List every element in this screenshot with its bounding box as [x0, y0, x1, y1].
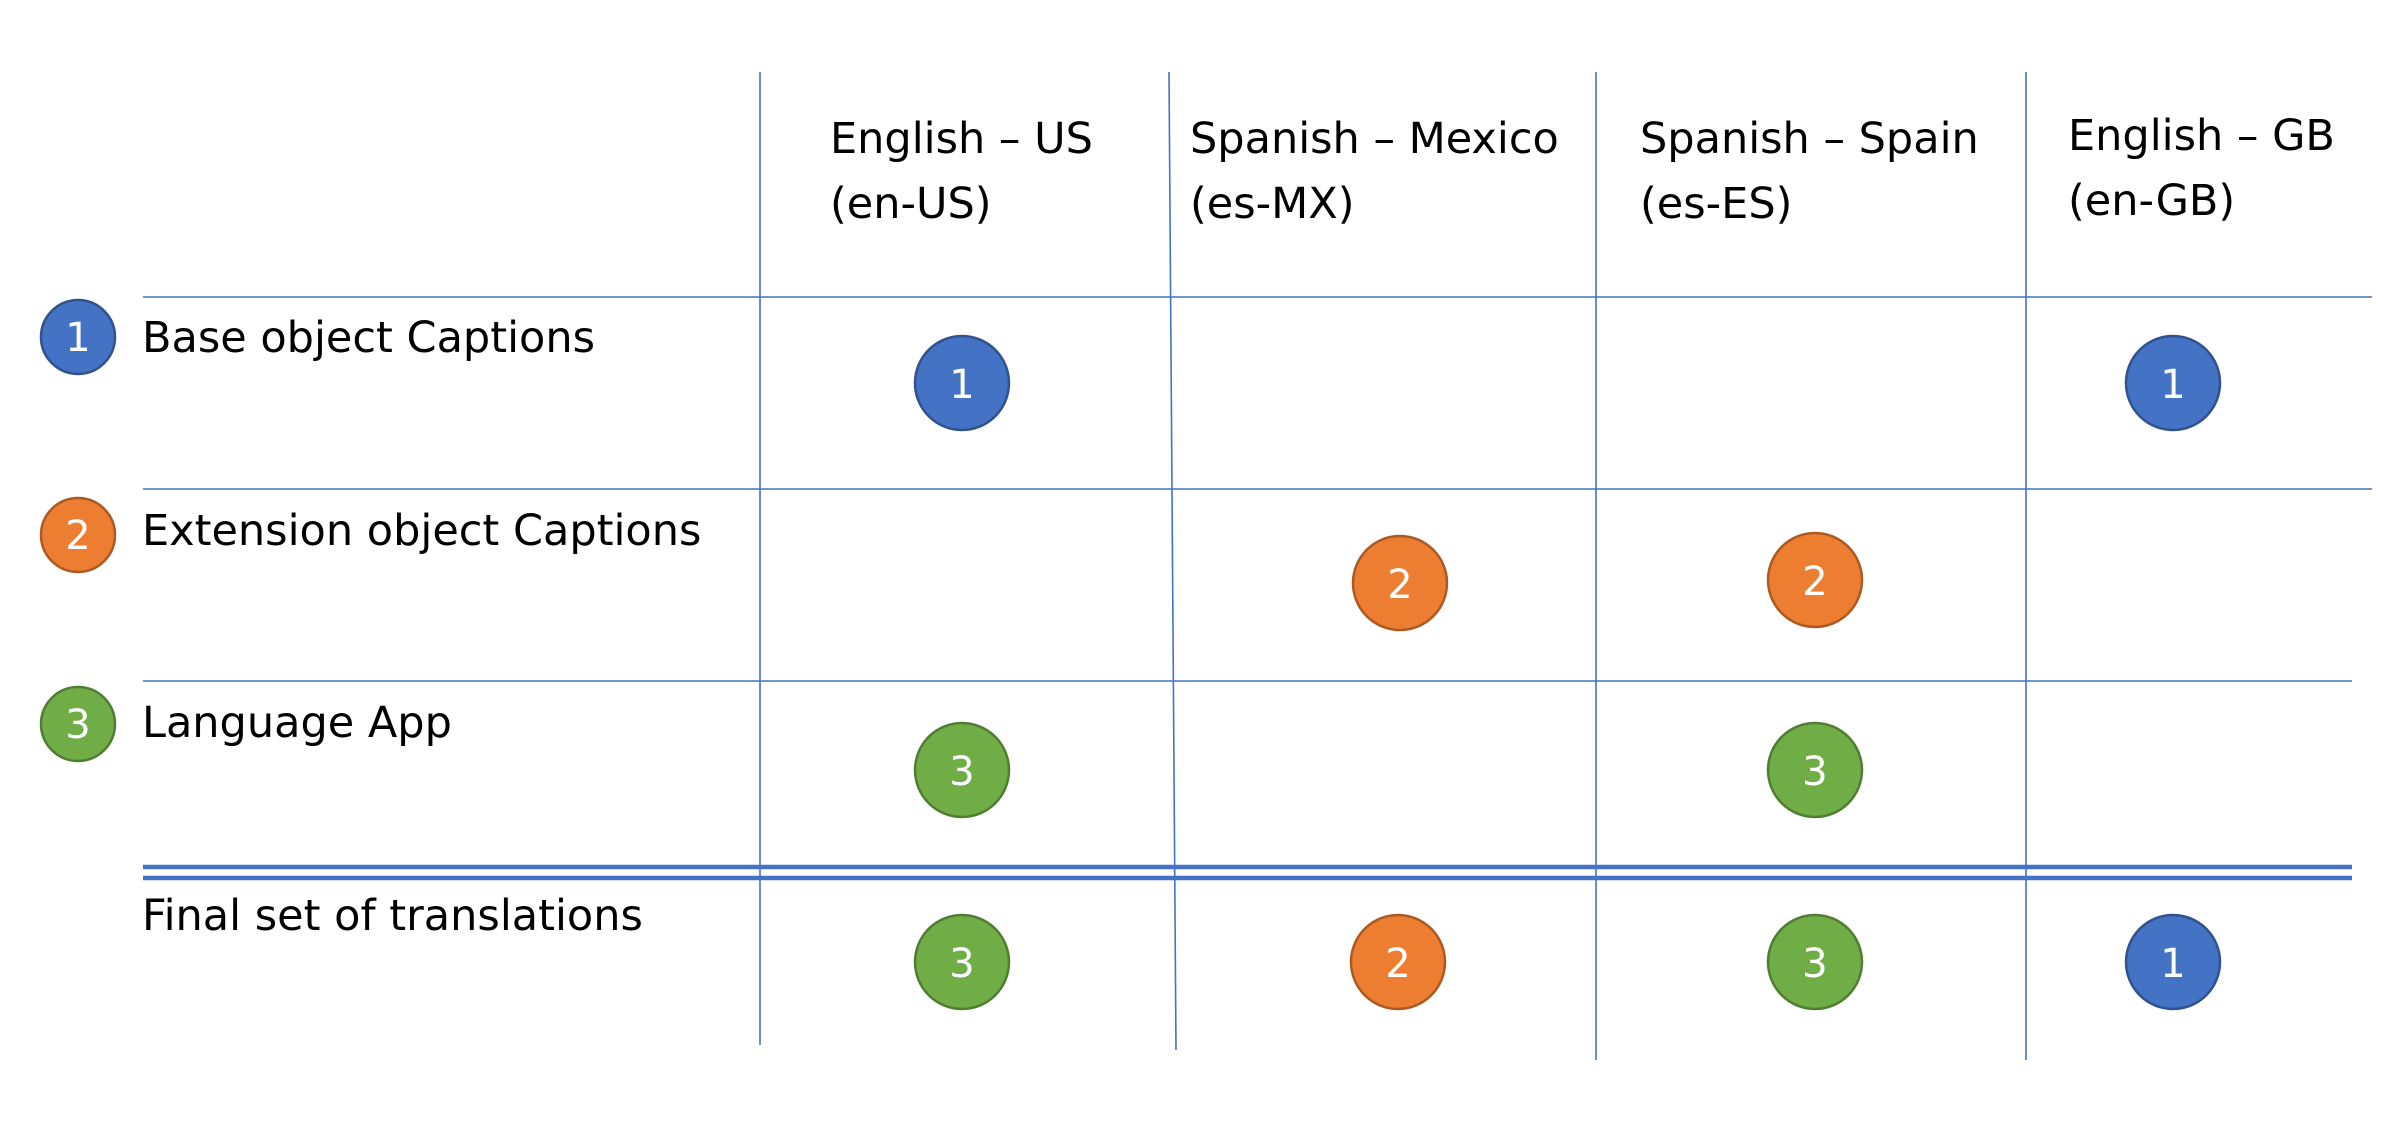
cell-badge-extension-es-es: 2	[1766, 531, 1864, 629]
column-headers: English – US (en-US) Spanish – Mexico (es-M…	[830, 111, 2335, 229]
column-header-en-gb: English – GB (en-GB)	[2068, 111, 2335, 226]
legend-badge: 3	[39, 685, 117, 763]
column-header-en-us: English – US (en-US)	[830, 114, 1093, 229]
cell-badge-base-en-gb: 1	[2124, 334, 2222, 432]
row-labels: 1 Base object Captions 2 Extension object C…	[39, 298, 701, 941]
col-separator	[1168, 71, 1177, 1051]
final-row-label: Final set of translations	[142, 891, 643, 941]
legend-badge-number: 3	[65, 702, 90, 748]
cell-badge-language-app-en-us: 3	[913, 721, 1011, 819]
legend-badge-number: 2	[65, 513, 90, 559]
column-header-name: English – US	[830, 114, 1093, 164]
cell-badge-number: 3	[949, 749, 974, 795]
cell-badge-number: 3	[1802, 749, 1827, 795]
column-header-name: English – GB	[2068, 111, 2335, 161]
column-header-name: Spanish – Spain	[1640, 114, 1979, 164]
cell-badge-final-es-es: 3	[1766, 913, 1864, 1011]
cell-badge-number: 1	[949, 362, 974, 408]
cell-badge-number: 3	[1802, 941, 1827, 987]
cell-badge-final-en-gb: 1	[2124, 913, 2222, 1011]
cell-badge-language-app-es-es: 3	[1766, 721, 1864, 819]
column-header-es-es: Spanish – Spain (es-ES)	[1640, 114, 1979, 229]
row-label-language-app: 3 Language App	[39, 685, 452, 763]
cell-badge-number: 2	[1385, 941, 1410, 987]
cell-badge-number: 2	[1802, 559, 1827, 605]
legend-badge-number: 1	[65, 315, 90, 361]
row-label-text: Base object Captions	[142, 313, 595, 363]
legend-badge: 1	[39, 298, 117, 376]
cell-badge-base-en-us: 1	[913, 334, 1011, 432]
cell-badges: 1 1 2 2 3 3 3 2 3 1	[913, 334, 2222, 1011]
cell-badge-extension-es-mx: 2	[1351, 534, 1449, 632]
cell-badge-final-en-us: 3	[913, 913, 1011, 1011]
cell-badge-final-es-mx: 2	[1349, 913, 1447, 1011]
cell-badge-number: 1	[2160, 941, 2185, 987]
column-header-code: (en-US)	[830, 179, 992, 229]
cell-badge-number: 1	[2160, 362, 2185, 408]
cell-badge-number: 2	[1387, 562, 1412, 608]
table-grid	[143, 71, 2372, 1060]
row-label-text: Extension object Captions	[142, 506, 701, 556]
row-label-base: 1 Base object Captions	[39, 298, 595, 376]
column-header-code: (es-MX)	[1190, 179, 1354, 229]
column-header-name: Spanish – Mexico	[1190, 114, 1559, 164]
row-label-extension: 2 Extension object Captions	[39, 496, 701, 574]
cell-badge-number: 3	[949, 941, 974, 987]
column-header-code: (es-ES)	[1640, 179, 1792, 229]
column-header-code: (en-GB)	[2068, 176, 2235, 226]
row-label-text: Language App	[142, 698, 452, 748]
legend-badge: 2	[39, 496, 117, 574]
column-header-es-mx: Spanish – Mexico (es-MX)	[1190, 114, 1559, 229]
final-row-double-line	[143, 864, 2352, 881]
